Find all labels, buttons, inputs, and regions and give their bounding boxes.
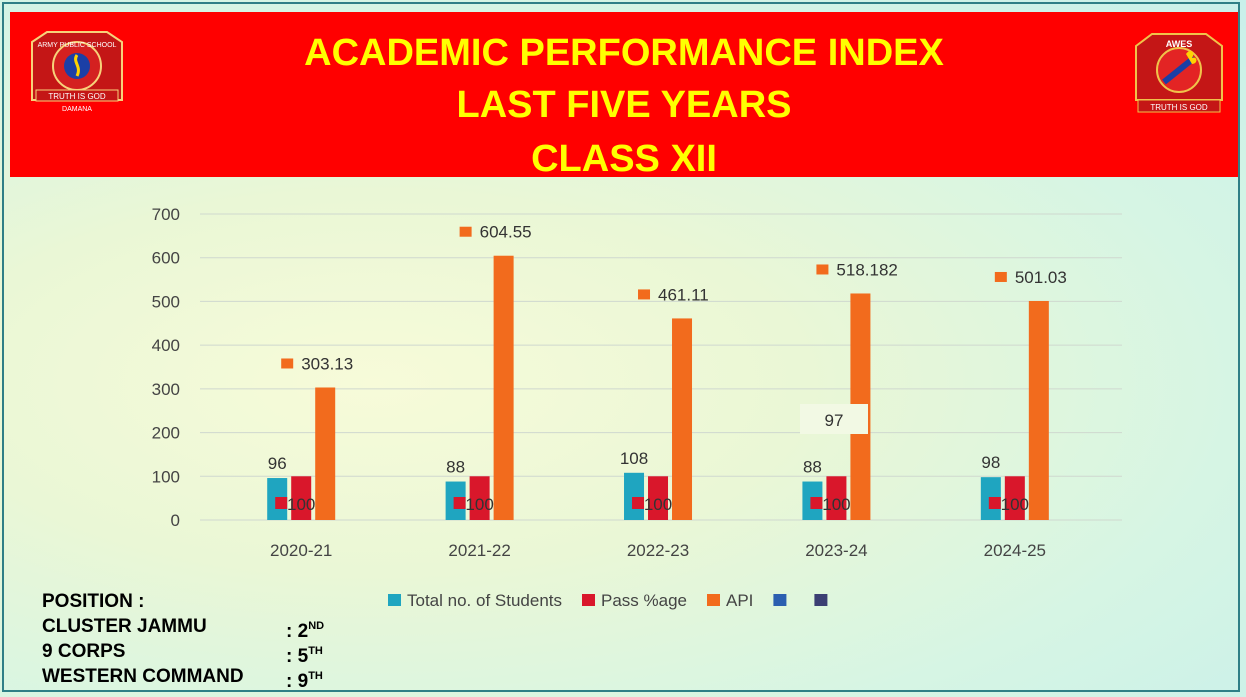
legend-swatch [707, 594, 720, 606]
logo-right-motto: TRUTH IS GOD [1150, 103, 1208, 112]
y-tick-label: 200 [152, 424, 180, 443]
logo-left-top-text: ARMY PUBLIC SCHOOL [38, 42, 117, 49]
data-label-marker [632, 497, 645, 509]
title-banner: ACADEMIC PERFORMANCE INDEX LAST FIVE YEA… [10, 12, 1238, 180]
data-label-pass: 100 [644, 495, 672, 514]
data-label-marker [459, 226, 472, 237]
data-label-students: 98 [981, 453, 1000, 472]
data-label-pass: 100 [465, 495, 493, 514]
x-tick-label: 2021-22 [448, 541, 510, 560]
position-row-command: WESTERN COMMAND : 9TH [42, 664, 402, 692]
data-label-marker [281, 358, 294, 369]
data-label-api: 604.55 [480, 223, 532, 242]
y-tick-label: 500 [152, 292, 180, 311]
data-label-students: 88 [446, 458, 465, 477]
data-label-marker [994, 271, 1007, 282]
data-label-students: 108 [620, 449, 648, 468]
legend-label: Pass %age [601, 591, 687, 610]
data-label-marker [638, 289, 651, 300]
title-line-3: CLASS XII [531, 138, 717, 180]
legend-swatch [814, 594, 828, 606]
position-name: WESTERN COMMAND [42, 666, 244, 687]
position-suffix: TH [308, 645, 323, 657]
position-value: : 5 [286, 646, 309, 667]
bar-2 [493, 255, 514, 520]
x-tick-label: 2024-25 [984, 541, 1046, 560]
data-label-api: 518.182 [836, 260, 897, 279]
logo-left-place: DAMANA [62, 106, 92, 113]
annotation-box [800, 404, 868, 434]
position-row-cluster: CLUSTER JAMMU : 2ND [42, 614, 402, 642]
bar-1 [648, 476, 669, 520]
position-row-corps: 9 CORPS : 5TH [42, 639, 402, 667]
bar-2 [672, 318, 693, 520]
data-label-api: 461.11 [658, 285, 709, 304]
position-suffix: TH [308, 670, 323, 682]
logo-left-motto: TRUTH IS GOD [48, 92, 106, 101]
legend-label: API [726, 591, 753, 610]
position-heading: POSITION : [42, 591, 145, 612]
legend-label: Total no. of Students [407, 591, 562, 610]
y-tick-label: 100 [152, 467, 180, 486]
y-tick-label: 300 [152, 380, 180, 399]
data-label-marker [988, 497, 1001, 509]
x-tick-label: 2022-23 [627, 541, 689, 560]
data-label-marker [275, 497, 288, 509]
bar-1 [469, 476, 490, 520]
data-label-students: 96 [268, 454, 287, 473]
data-label-pass: 100 [287, 495, 315, 514]
bar-2 [1028, 300, 1049, 520]
bar-1 [291, 476, 312, 520]
legend-swatch [582, 594, 595, 606]
position-suffix: ND [308, 620, 325, 632]
position-name: CLUSTER JAMMU [42, 616, 207, 637]
position-block: POSITION : CLUSTER JAMMU : 2ND 9 CORPS :… [42, 589, 402, 692]
data-label-api: 303.13 [301, 354, 353, 373]
awes-logo-icon: AWES TRUTH IS GOD [1135, 33, 1223, 113]
y-tick-label: 700 [152, 205, 180, 224]
title-line-2: LAST FIVE YEARS [456, 84, 792, 126]
data-label-api: 501.03 [1015, 268, 1067, 287]
y-tick-label: 400 [152, 336, 180, 355]
annotation-text: 97 [825, 411, 844, 430]
data-label-marker [816, 264, 829, 275]
data-label-pass: 100 [822, 495, 850, 514]
x-tick-label: 2023-24 [805, 541, 867, 560]
bar-1 [826, 476, 847, 520]
bar-2 [315, 387, 336, 520]
y-tick-label: 600 [152, 249, 180, 268]
bar-1 [1004, 476, 1025, 520]
data-label-marker [453, 497, 466, 509]
bar-0 [624, 472, 645, 520]
data-label-marker [810, 497, 823, 509]
position-value: : 9 [286, 671, 309, 692]
logo-right-top-text: AWES [1166, 39, 1193, 49]
data-label-students: 88 [803, 458, 822, 477]
title-line-1: ACADEMIC PERFORMANCE INDEX [304, 32, 944, 74]
x-tick-label: 2020-21 [270, 541, 332, 560]
y-tick-label: 0 [171, 511, 180, 530]
legend-swatch [388, 594, 401, 606]
army-public-school-logo-icon: ARMY PUBLIC SCHOOL TRUTH IS GOD DAMANA [31, 31, 123, 113]
data-label-pass: 100 [1001, 495, 1029, 514]
position-value: : 2 [286, 621, 309, 642]
position-name: 9 CORPS [42, 641, 126, 662]
legend-swatch [773, 594, 787, 606]
